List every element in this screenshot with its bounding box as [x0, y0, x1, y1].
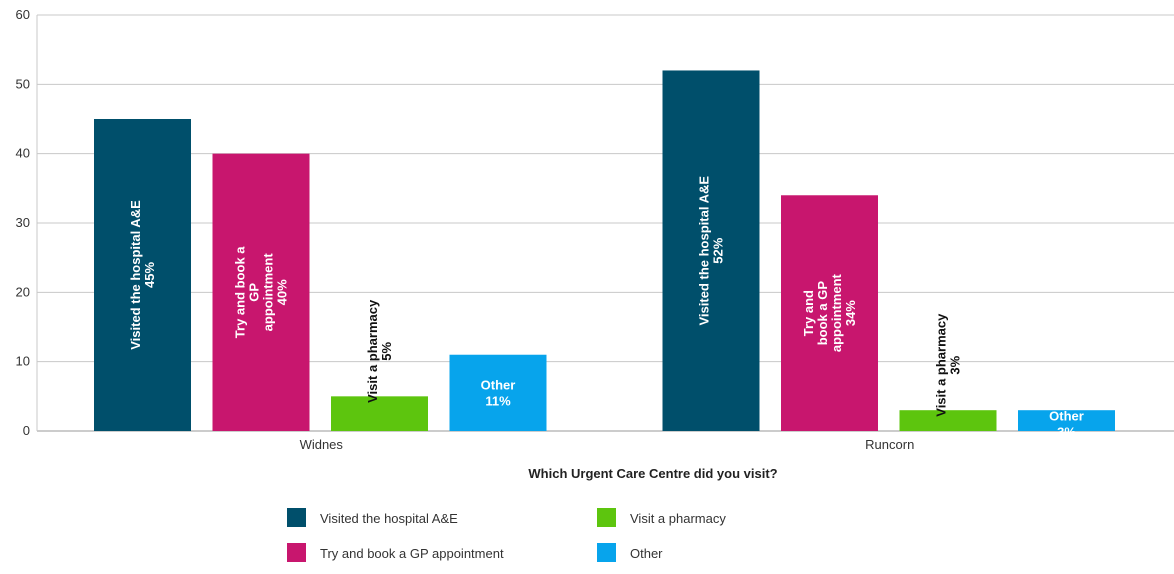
bar — [662, 70, 760, 431]
bar-data-label: 40% — [275, 279, 290, 305]
x-axis-categories: Widnes Runcorn — [300, 437, 915, 452]
bar-data-label: Visited the hospital A&E — [697, 176, 712, 326]
bar — [212, 153, 310, 431]
legend: Visited the hospital A&E Try and book a G… — [287, 508, 726, 562]
bar-data-label: GP — [247, 283, 262, 302]
y-tick-label: 0 — [23, 423, 30, 438]
legend-swatch — [597, 543, 616, 562]
bar-data-label: appointment — [829, 273, 844, 352]
legend-swatch — [287, 543, 306, 562]
x-category-label: Runcorn — [865, 437, 914, 452]
legend-swatch — [597, 508, 616, 527]
bar-data-label: book a GP — [815, 281, 830, 346]
gridlines — [36, 14, 1174, 432]
bar-data-label: Try and book a — [233, 246, 248, 339]
y-axis-ticks: 0 10 20 30 40 50 60 — [16, 7, 30, 438]
bar — [331, 396, 428, 431]
x-axis-title: Which Urgent Care Centre did you visit? — [528, 466, 777, 481]
bar-data-label: Other — [1049, 409, 1084, 424]
bar-labels: Visited the hospital A&E 45% Try and book … — [128, 176, 1084, 440]
y-tick-label: 20 — [16, 284, 30, 299]
y-tick-label: 60 — [16, 7, 30, 22]
bar-data-label: Visit a pharmacy — [934, 313, 949, 417]
bar-data-label: 52% — [711, 237, 726, 263]
bar-data-label: 11% — [485, 393, 511, 408]
legend-swatch — [287, 508, 306, 527]
y-tick-label: 10 — [16, 354, 30, 369]
y-tick-label: 50 — [16, 76, 30, 91]
bar-data-label: 45% — [142, 262, 157, 288]
bar — [449, 354, 547, 431]
legend-label: Visit a pharmacy — [630, 511, 726, 526]
x-category-label: Widnes — [300, 437, 344, 452]
bar — [781, 195, 878, 431]
bar-data-label: Visit a pharmacy — [365, 299, 380, 403]
bar-data-label: Try and — [801, 290, 816, 336]
legend-label: Other — [630, 546, 663, 561]
bar-data-label: 34% — [843, 300, 858, 326]
bars — [94, 70, 1115, 431]
bar-data-label: Other — [481, 377, 516, 392]
bar-data-label: Visited the hospital A&E — [128, 200, 143, 350]
bar-data-label: appointment — [261, 253, 276, 332]
y-tick-label: 30 — [16, 215, 30, 230]
bar — [94, 119, 191, 431]
legend-label: Visited the hospital A&E — [320, 511, 458, 526]
legend-label: Try and book a GP appointment — [320, 546, 504, 561]
bar — [899, 410, 997, 431]
bar-data-label: 5% — [379, 342, 394, 361]
bar-data-label: 3% — [948, 355, 963, 374]
bar-data-label: 3% — [1057, 425, 1076, 440]
y-tick-label: 40 — [16, 146, 30, 161]
bar — [1018, 410, 1115, 431]
